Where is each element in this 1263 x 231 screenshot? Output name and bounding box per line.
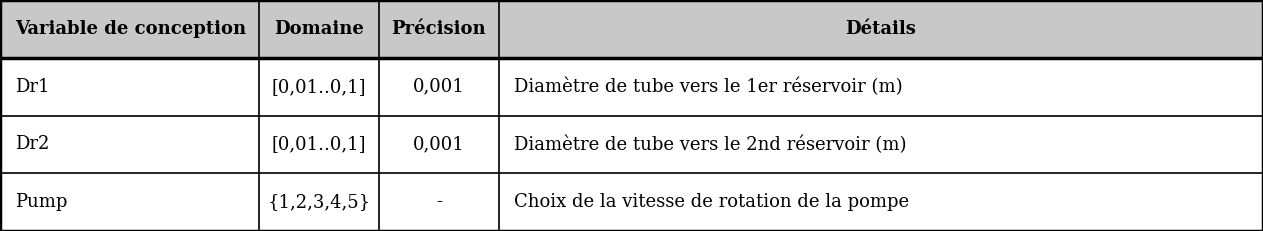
Bar xyxy=(0,58,1263,116)
Text: Détails: Détails xyxy=(845,20,917,38)
Text: [0,01..0,1]: [0,01..0,1] xyxy=(272,135,366,153)
Text: Domaine: Domaine xyxy=(274,20,364,38)
Bar xyxy=(0,173,1263,231)
Text: Dr2: Dr2 xyxy=(15,135,49,153)
Text: Diamètre de tube vers le 1er réservoir (m): Diamètre de tube vers le 1er réservoir (… xyxy=(514,77,903,96)
Text: Choix de la vitesse de rotation de la pompe: Choix de la vitesse de rotation de la po… xyxy=(514,193,909,211)
Text: -: - xyxy=(436,193,442,211)
Text: Dr1: Dr1 xyxy=(15,78,49,96)
Bar xyxy=(0,0,1263,58)
Text: Pump: Pump xyxy=(15,193,67,211)
Text: 0,001: 0,001 xyxy=(413,78,465,96)
Text: Précision: Précision xyxy=(392,20,486,38)
Text: [0,01..0,1]: [0,01..0,1] xyxy=(272,78,366,96)
Text: Variable de conception: Variable de conception xyxy=(15,20,246,38)
Text: {1,2,3,4,5}: {1,2,3,4,5} xyxy=(268,193,370,211)
Bar xyxy=(0,116,1263,173)
Text: Diamètre de tube vers le 2nd réservoir (m): Diamètre de tube vers le 2nd réservoir (… xyxy=(514,135,907,154)
Text: 0,001: 0,001 xyxy=(413,135,465,153)
